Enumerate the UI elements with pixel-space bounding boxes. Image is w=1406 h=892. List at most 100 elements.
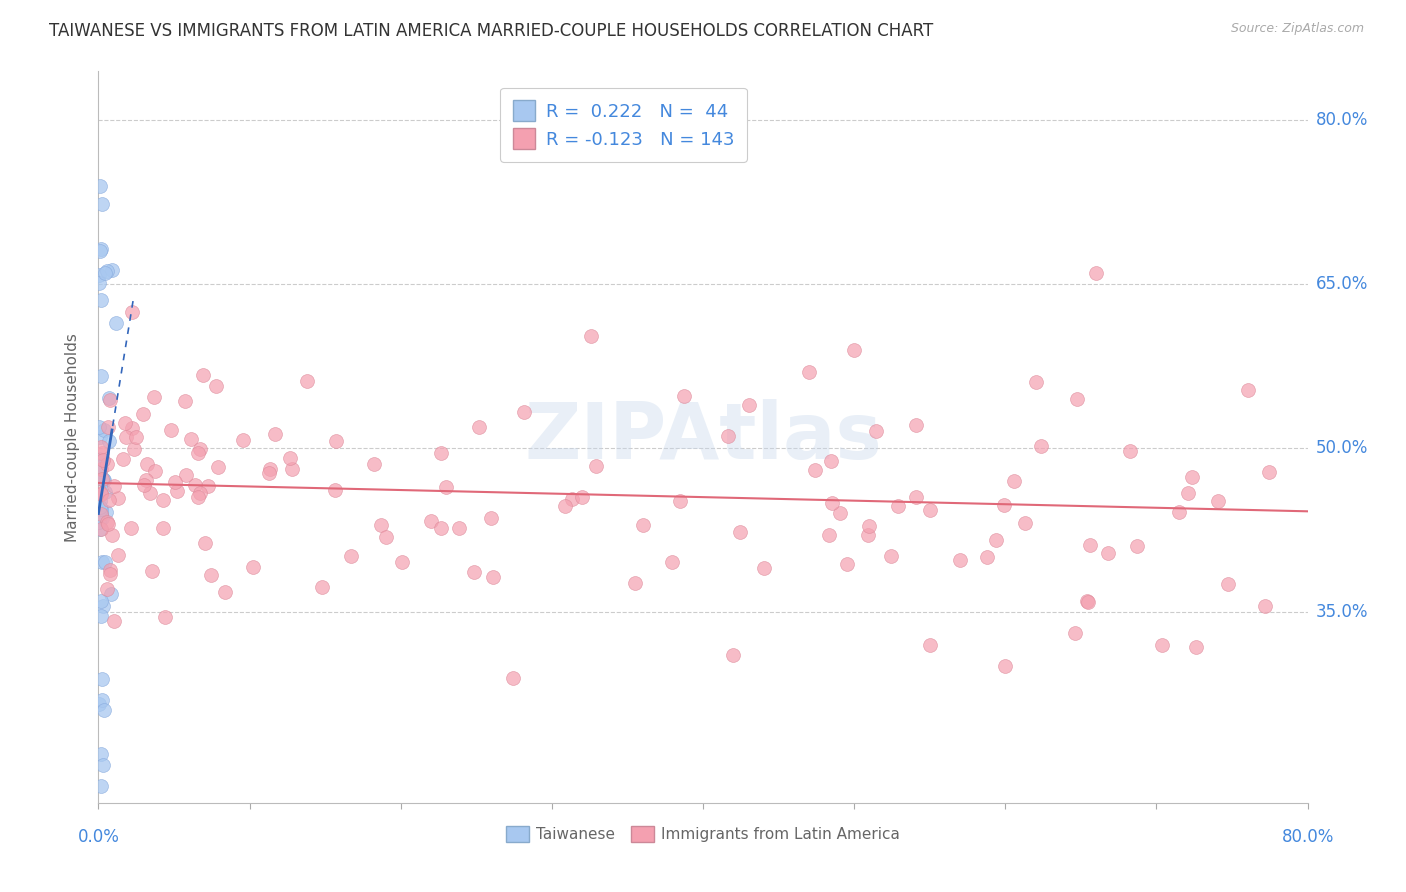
Point [90, 293, 112, 307]
Point [482, 570, 505, 584]
Point [143, 464, 166, 478]
Point [581, 329, 603, 343]
Point [339, 549, 361, 564]
Point [904, 490, 927, 504]
Point [90, 511, 112, 525]
Point [98, 563, 121, 577]
Text: 80.0%: 80.0% [1316, 112, 1368, 129]
Point [214, 585, 236, 599]
Point [232, 433, 254, 447]
Point [430, 446, 453, 460]
Point [994, 659, 1017, 673]
Point [242, 560, 264, 574]
Text: 35.0%: 35.0% [1316, 603, 1368, 621]
Point [152, 493, 174, 508]
Point [141, 564, 163, 578]
Point [1254, 599, 1277, 613]
Point [363, 457, 385, 471]
Point [93, 555, 115, 569]
Point [89, 276, 111, 290]
Text: 50.0%: 50.0% [1316, 439, 1368, 457]
Point [449, 521, 471, 535]
Point [173, 394, 195, 409]
Point [89, 179, 111, 194]
Point [98, 392, 121, 406]
Point [90, 486, 112, 500]
Point [205, 379, 228, 393]
Point [134, 478, 156, 492]
Point [89, 430, 111, 444]
Point [89, 268, 111, 283]
Text: TAIWANESE VS IMMIGRANTS FROM LATIN AMERICA MARRIED-COUPLE HOUSEHOLDS CORRELATION: TAIWANESE VS IMMIGRANTS FROM LATIN AMERI… [49, 22, 934, 40]
Point [89, 464, 111, 478]
Point [187, 490, 209, 504]
Point [125, 429, 148, 443]
Point [166, 483, 188, 498]
Point [1024, 376, 1046, 390]
Point [98, 392, 121, 407]
Point [103, 479, 125, 493]
Point [844, 343, 866, 357]
Point [1237, 384, 1260, 398]
Point [468, 420, 491, 434]
Point [107, 548, 129, 562]
Point [90, 608, 112, 623]
Point [858, 519, 880, 533]
Point [121, 305, 143, 319]
Point [905, 417, 928, 432]
Point [94, 505, 117, 519]
Point [865, 424, 887, 438]
Text: 65.0%: 65.0% [1316, 276, 1368, 293]
Point [90, 486, 112, 500]
Point [820, 496, 842, 510]
Text: ZIPAtlas: ZIPAtlas [524, 399, 882, 475]
Point [135, 457, 157, 471]
Text: Source: ZipAtlas.com: Source: ZipAtlas.com [1230, 22, 1364, 36]
Point [585, 459, 607, 474]
Point [100, 587, 122, 601]
Point [91, 472, 114, 486]
Point [159, 423, 181, 437]
Point [1126, 539, 1149, 553]
Point [513, 405, 536, 419]
Point [121, 420, 143, 434]
Point [918, 638, 941, 652]
Point [200, 568, 222, 582]
Point [554, 499, 576, 513]
Point [1216, 577, 1239, 591]
Point [89, 420, 111, 434]
Point [96, 582, 118, 596]
Point [828, 507, 851, 521]
Point [165, 475, 187, 490]
Point [194, 535, 217, 549]
Point [98, 493, 121, 508]
Point [153, 610, 176, 624]
Point [190, 442, 212, 457]
Point [278, 450, 301, 465]
Point [197, 479, 219, 493]
Point [90, 507, 112, 521]
Point [174, 468, 197, 483]
Point [1076, 594, 1098, 608]
Text: 0.0%: 0.0% [77, 828, 120, 846]
Point [89, 459, 111, 474]
Point [325, 434, 347, 449]
Point [1029, 439, 1052, 453]
Point [311, 580, 333, 594]
Point [89, 697, 111, 711]
Point [184, 477, 207, 491]
Point [370, 517, 392, 532]
Legend: Taiwanese, Immigrants from Latin America: Taiwanese, Immigrants from Latin America [498, 819, 908, 850]
Point [295, 374, 318, 388]
Point [90, 780, 112, 794]
Point [90, 506, 112, 520]
Point [323, 483, 346, 498]
Point [107, 491, 129, 505]
Point [259, 461, 281, 475]
Point [90, 462, 112, 476]
Point [463, 565, 485, 579]
Point [90, 501, 112, 516]
Point [114, 430, 136, 444]
Point [835, 557, 858, 571]
Point [90, 446, 112, 460]
